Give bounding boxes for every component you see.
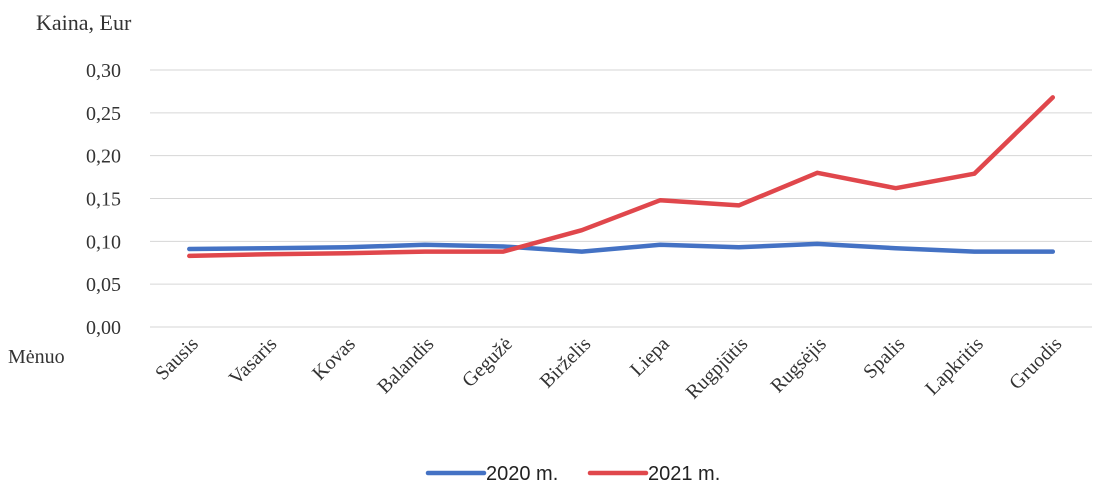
x-tick-label: Sausis: [151, 333, 203, 385]
x-axis-ticks: Sausis Vasaris Kovas Balandis Gegužė Birželis…: [151, 333, 1066, 404]
x-tick-label: Rugsėjis: [767, 333, 831, 397]
series-lines: [187, 95, 1056, 259]
legend: 2020 m. 2021 m.: [425, 463, 720, 485]
x-tick-label: Birželis: [536, 333, 596, 393]
y-tick-label: 0,15: [86, 189, 121, 211]
y-tick-label: 0,10: [86, 231, 121, 253]
y-tick-label: 0,30: [86, 60, 121, 82]
x-tick-label: Rugpjūtis: [682, 333, 753, 404]
y-tick-label: 0,20: [86, 146, 121, 168]
x-tick-label: Liepa: [626, 333, 674, 381]
x-tick-label: Lapkritis: [921, 333, 988, 400]
x-tick-label: Kovas: [308, 333, 360, 385]
x-tick-label: Balandis: [373, 333, 438, 398]
legend-label-2: 2021 m.: [648, 463, 720, 485]
y-axis-ticks: 0,00 0,05 0,10 0,15 0,20 0,25 0,30: [86, 60, 121, 339]
x-axis-label: Mėnuo: [8, 346, 65, 368]
series-line-2: [187, 95, 1056, 259]
gridlines: [150, 69, 1092, 328]
y-tick-label: 0,05: [86, 274, 121, 296]
y-axis-label: Kaina, Eur: [36, 10, 132, 35]
x-tick-label: Spalis: [859, 333, 909, 383]
legend-label-1: 2020 m.: [486, 463, 558, 485]
x-tick-label: Gegužė: [458, 333, 517, 392]
series-line-1: [187, 241, 1056, 254]
y-tick-label: 0,25: [86, 103, 121, 125]
x-tick-label: Gruodis: [1005, 333, 1066, 394]
x-tick-label: Vasaris: [225, 333, 282, 390]
y-tick-label: 0,00: [86, 317, 121, 339]
